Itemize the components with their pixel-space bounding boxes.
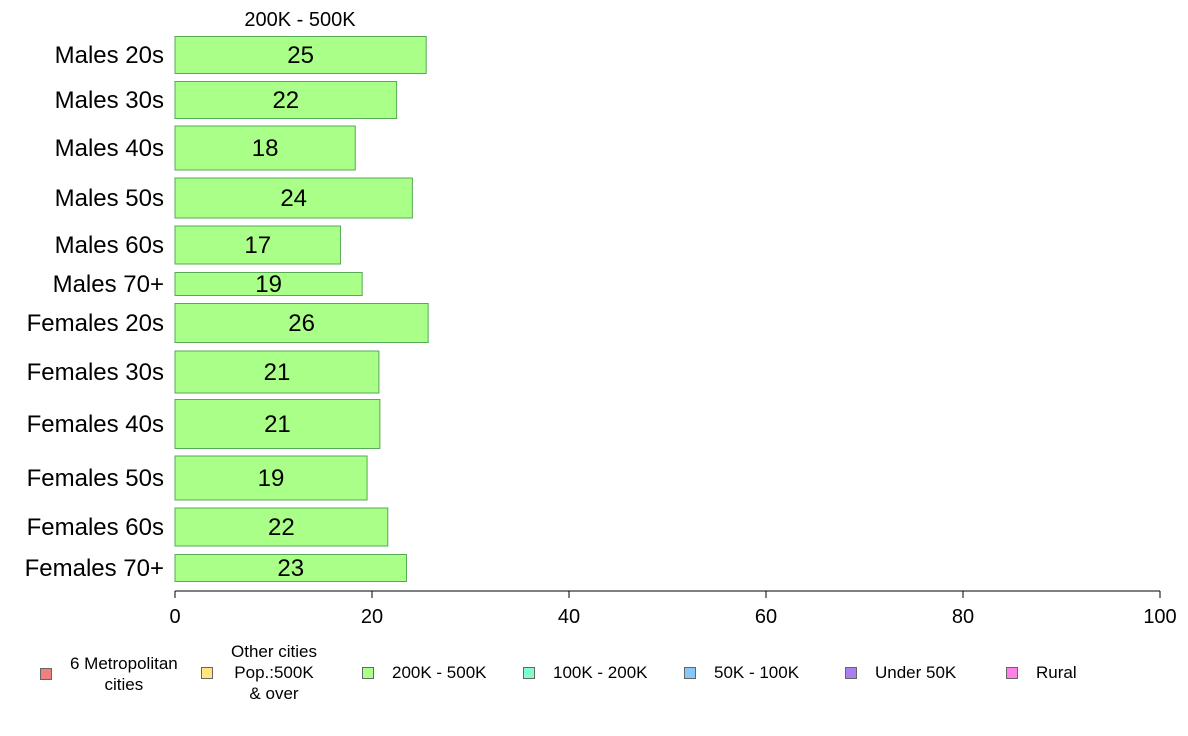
bar-value-label: 21 xyxy=(264,359,291,386)
bar-males-30s xyxy=(174,81,398,119)
bar-males-20s xyxy=(174,36,427,74)
legend-swatch xyxy=(684,666,696,679)
category-label: Males 30s xyxy=(55,87,164,114)
bar-value-label: 19 xyxy=(258,465,285,492)
legend-label: 200K - 500K xyxy=(392,663,487,682)
legend-label: 100K - 200K xyxy=(553,663,648,682)
bar-females-50s xyxy=(174,455,368,501)
x-tick-label: 20 xyxy=(361,606,383,628)
category-label: Females 60s xyxy=(27,514,164,541)
bar-males-40s xyxy=(174,125,356,171)
x-tick-label: 60 xyxy=(755,606,777,628)
legend-item-200k-500k: 200K - 500K xyxy=(362,662,487,683)
legend-label: Rural xyxy=(1036,663,1077,682)
legend-swatch xyxy=(1006,666,1018,679)
legend-item-100k-200k: 100K - 200K xyxy=(523,662,648,683)
legend-label: 6 Metropolitan cities xyxy=(70,654,178,694)
x-tick-label: 0 xyxy=(169,606,180,628)
bar-value-label: 19 xyxy=(255,271,282,298)
bar-females-40s xyxy=(174,399,381,449)
legend-swatch xyxy=(40,668,52,680)
x-tick-label: 40 xyxy=(558,606,580,628)
chart-title: 200K - 500K xyxy=(244,9,356,31)
category-label: Females 20s xyxy=(27,310,164,337)
bar-females-60s xyxy=(174,507,389,547)
legend-item-rural: Rural xyxy=(1006,662,1077,683)
bar-value-label: 21 xyxy=(264,411,291,438)
category-label: Females 30s xyxy=(27,359,164,386)
legend-label: 50K - 100K xyxy=(714,663,800,682)
legend-swatch xyxy=(362,666,374,679)
category-label: Males 50s xyxy=(55,185,164,212)
bars-group: 25 Males 20s 22 Males 30s 18 Males 40s 24 Males… xyxy=(25,36,429,582)
bar-males-60s xyxy=(174,225,341,265)
category-label: Males 60s xyxy=(55,232,164,259)
legend-item-50k-100k: 50K - 100K xyxy=(684,662,799,683)
bar-males-50s xyxy=(174,177,413,219)
bar-females-30s xyxy=(174,350,380,394)
legend-item-other-cities: Other cities Pop.:500K & over xyxy=(201,641,317,704)
legend-label: Under 50K xyxy=(875,663,957,682)
category-label: Females 40s xyxy=(27,411,164,438)
x-axis: 0 20 40 60 80 100 xyxy=(169,590,1177,628)
legend-label: Other cities Pop.:500K & over xyxy=(231,642,317,703)
x-tick-label: 80 xyxy=(952,606,974,628)
category-label: Females 70+ xyxy=(25,555,164,582)
bar-value-label: 24 xyxy=(280,185,307,212)
legend: 6 Metropolitan cities Other cities Pop.:… xyxy=(0,640,1188,720)
bar-value-label: 17 xyxy=(244,232,271,259)
legend-swatch xyxy=(523,666,535,679)
category-label: Females 50s xyxy=(27,465,164,492)
bar-chart: 200K - 500K 25 Males 20s 22 Males 30s 18 Male… xyxy=(25,9,1177,628)
bar-value-label: 23 xyxy=(277,555,304,582)
bar-females-70 xyxy=(174,554,407,582)
category-label: Males 70+ xyxy=(53,271,164,298)
legend-swatch xyxy=(201,666,213,679)
legend-item-6-metropolitan-cities: 6 Metropolitan cities xyxy=(40,653,178,695)
legend-swatch xyxy=(845,666,857,679)
x-tick-label: 100 xyxy=(1143,606,1176,628)
bar-females-20s xyxy=(174,303,429,343)
bar-value-label: 22 xyxy=(268,514,295,541)
bar-value-label: 26 xyxy=(288,310,315,337)
bar-value-label: 18 xyxy=(252,135,279,162)
category-label: Males 40s xyxy=(55,135,164,162)
bar-males-70 xyxy=(174,272,363,296)
category-label: Males 20s xyxy=(55,42,164,69)
bar-value-label: 22 xyxy=(272,87,299,114)
legend-item-under-50k: Under 50K xyxy=(845,662,956,683)
bar-value-label: 25 xyxy=(287,42,314,69)
